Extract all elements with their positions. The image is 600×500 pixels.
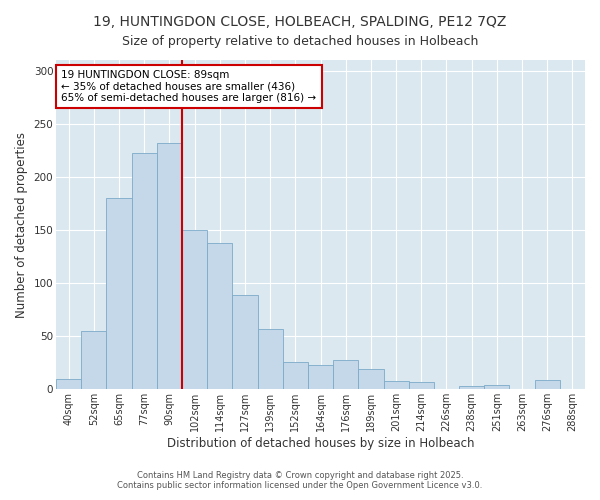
Bar	[409, 382, 434, 390]
Bar	[106, 198, 131, 390]
Bar	[383, 381, 409, 390]
Y-axis label: Number of detached properties: Number of detached properties	[15, 132, 28, 318]
Bar	[358, 369, 383, 390]
Text: Contains HM Land Registry data © Crown copyright and database right 2025.
Contai: Contains HM Land Registry data © Crown c…	[118, 470, 482, 490]
Bar	[333, 360, 358, 390]
Bar	[459, 386, 484, 390]
X-axis label: Distribution of detached houses by size in Holbeach: Distribution of detached houses by size …	[167, 437, 474, 450]
Bar	[207, 242, 232, 390]
Bar	[157, 143, 182, 390]
Bar	[56, 378, 81, 390]
Bar	[257, 328, 283, 390]
Bar	[131, 154, 157, 390]
Text: Size of property relative to detached houses in Holbeach: Size of property relative to detached ho…	[122, 35, 478, 48]
Bar	[484, 385, 509, 390]
Bar	[283, 362, 308, 390]
Bar	[182, 230, 207, 390]
Text: 19, HUNTINGDON CLOSE, HOLBEACH, SPALDING, PE12 7QZ: 19, HUNTINGDON CLOSE, HOLBEACH, SPALDING…	[94, 15, 506, 29]
Bar	[535, 380, 560, 390]
Bar	[232, 295, 257, 390]
Bar	[308, 365, 333, 390]
Bar	[81, 331, 106, 390]
Text: 19 HUNTINGDON CLOSE: 89sqm
← 35% of detached houses are smaller (436)
65% of sem: 19 HUNTINGDON CLOSE: 89sqm ← 35% of deta…	[61, 70, 316, 103]
